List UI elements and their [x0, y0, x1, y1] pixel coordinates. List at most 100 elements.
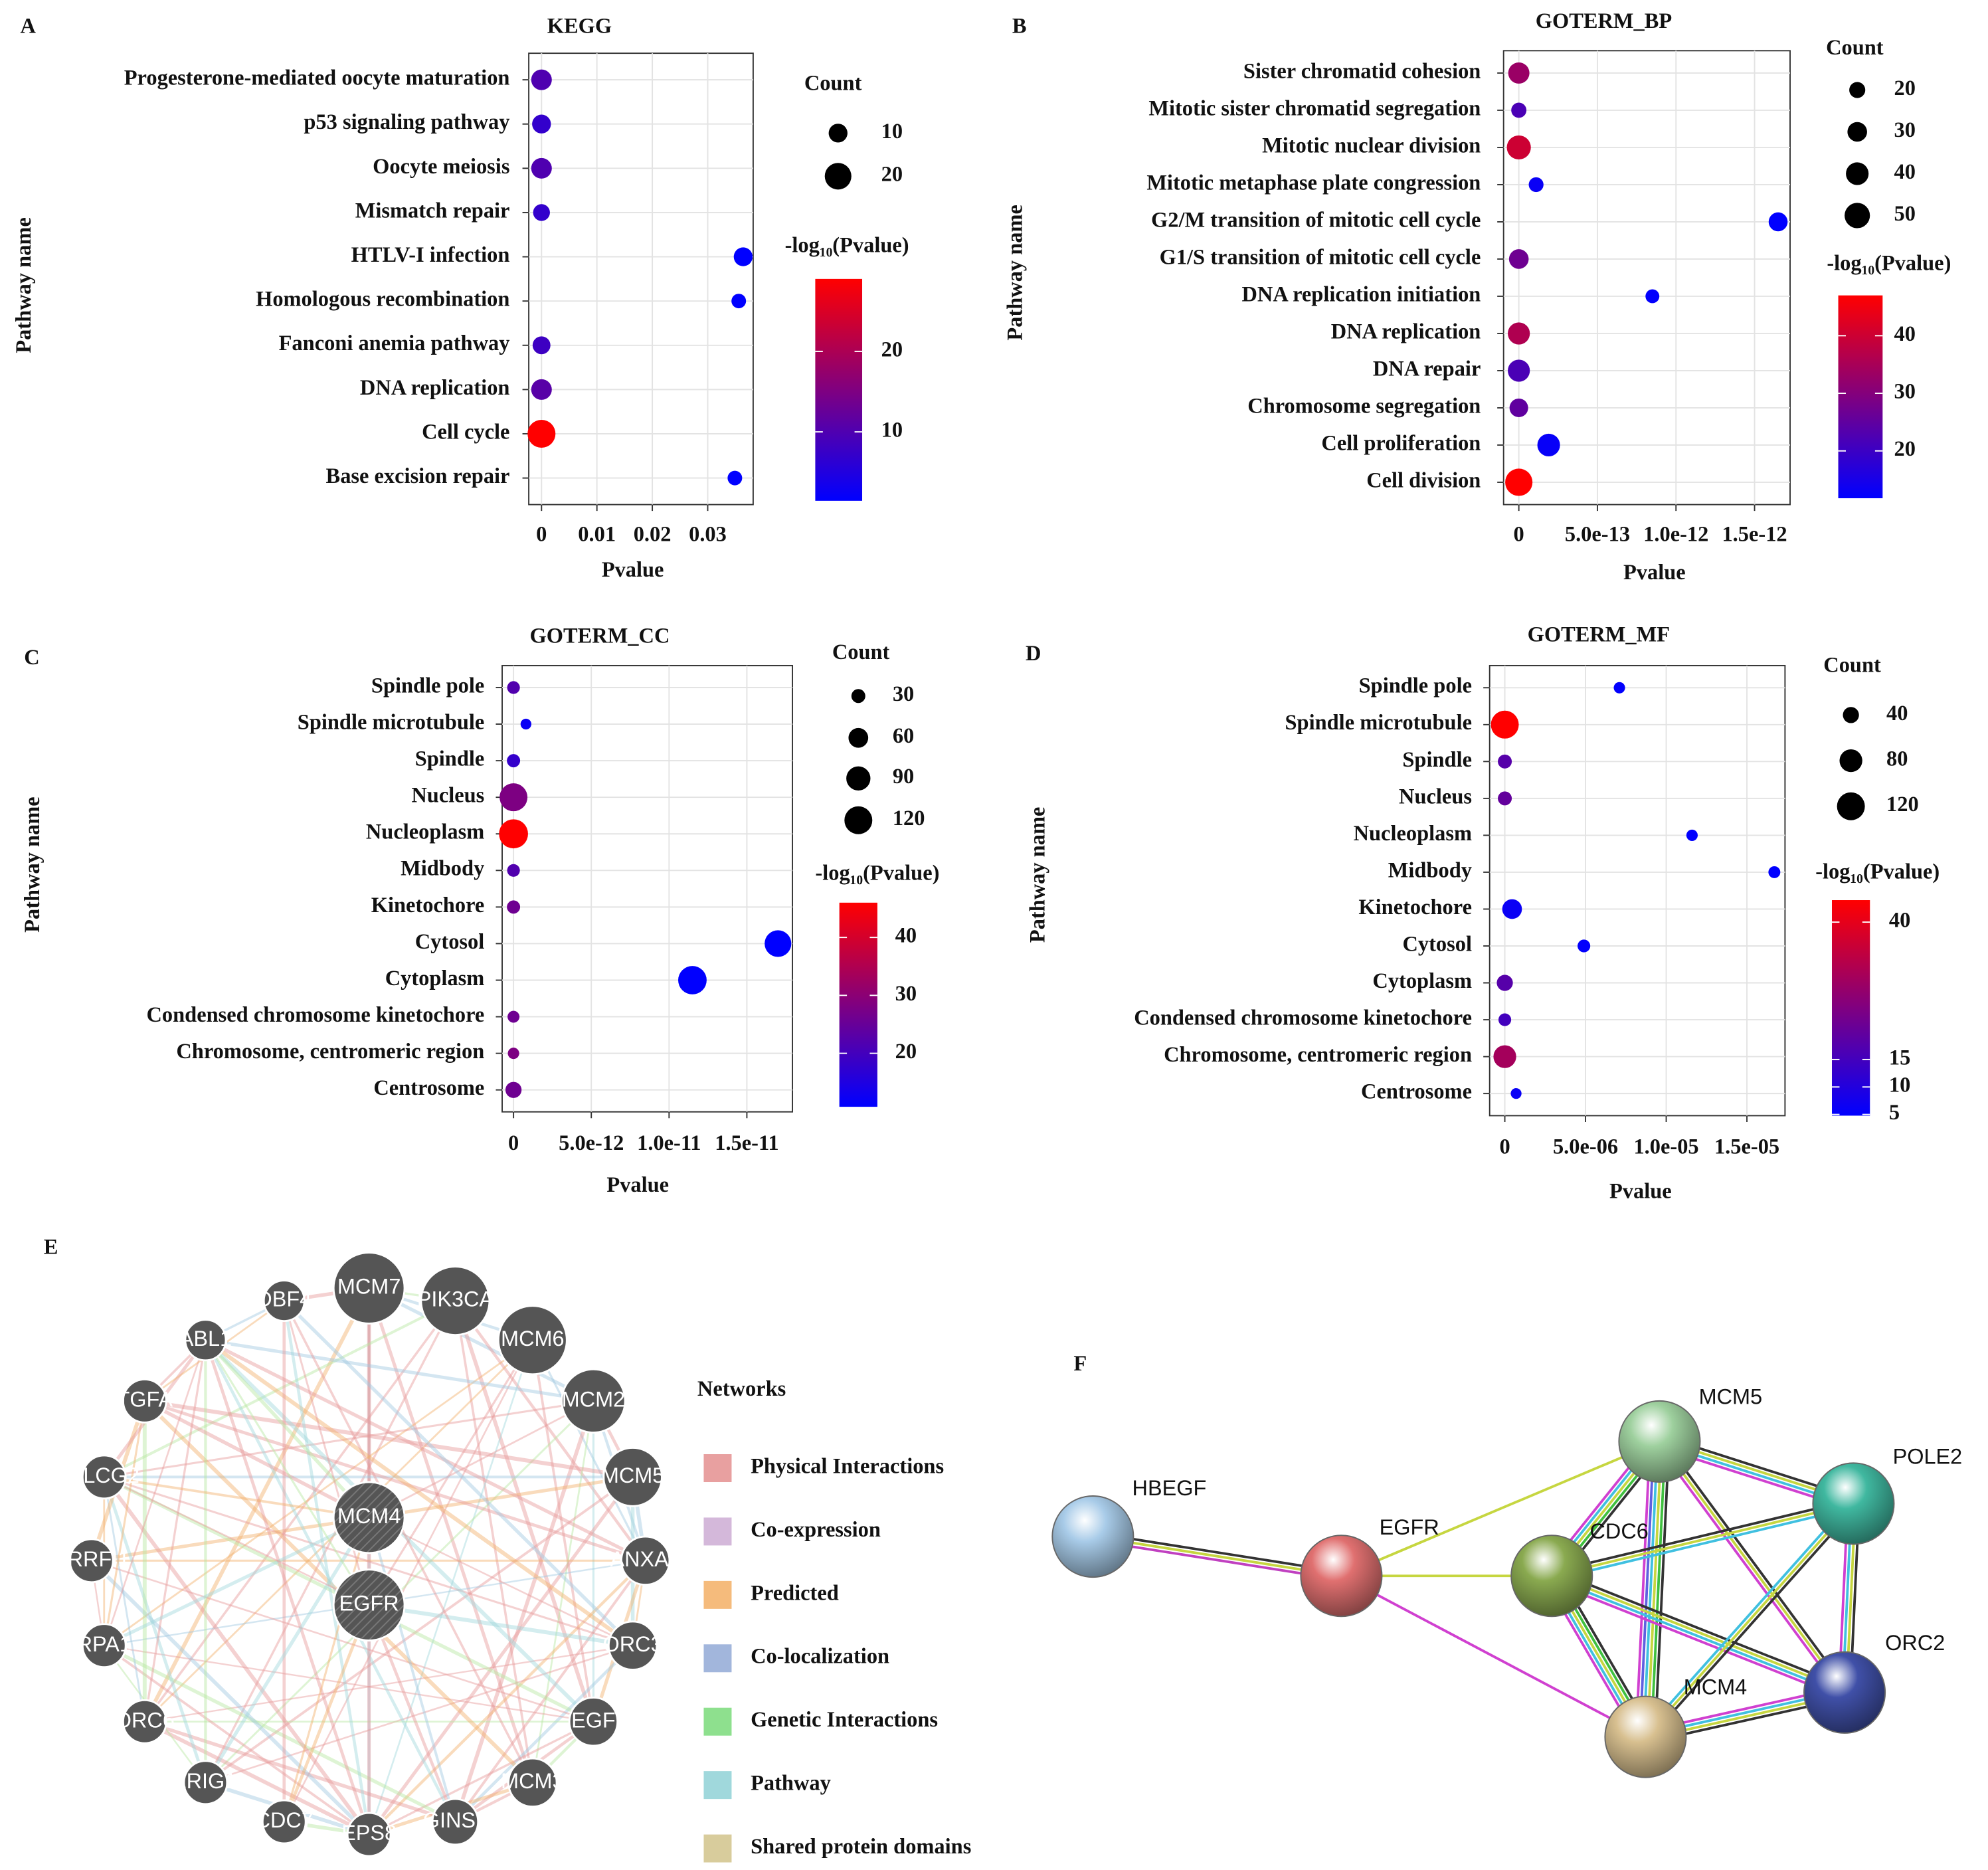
gene-node [332, 1252, 406, 1325]
gene-node [568, 1697, 619, 1747]
bubble [1645, 289, 1660, 304]
chart-title: GOTERM_MF [1528, 622, 1670, 646]
edge [144, 1645, 633, 1723]
bubble [678, 966, 707, 994]
gene-label: EGF [571, 1708, 616, 1732]
bubble [731, 294, 747, 309]
edge [1641, 1500, 1852, 1736]
legend-swatch [703, 1707, 732, 1736]
edge [103, 1339, 207, 1646]
bubble [531, 379, 552, 400]
colorbar-label: 40 [1889, 909, 1910, 933]
edge [368, 1286, 594, 1403]
y-tick-label: Sister chromatid cohesion [1243, 59, 1481, 83]
bubble [533, 204, 550, 221]
bubble [532, 336, 551, 355]
edge [103, 1644, 370, 1836]
gene-label: RPA1 [77, 1632, 132, 1656]
gene-node [68, 1538, 114, 1584]
bubble [1498, 1013, 1512, 1026]
y-tick-label: Cell cycle [422, 420, 509, 444]
gene-node [561, 1368, 626, 1434]
edge [144, 1399, 646, 1562]
colorbar-label: 20 [895, 1040, 917, 1064]
bubble [507, 754, 521, 768]
edge [368, 1721, 594, 1836]
x-tick-label: 0 [536, 523, 547, 547]
y-tick-label: Condensed chromosome kinetochore [1134, 1006, 1472, 1030]
edge [369, 1603, 634, 1648]
panel-label: A [21, 14, 37, 38]
plot-area [528, 52, 754, 506]
gene-label: CDC7 [255, 1808, 314, 1832]
edge [143, 1720, 370, 1837]
edge [1645, 1503, 1854, 1738]
y-tick-label: Kinetochore [1358, 895, 1472, 919]
bubble [1493, 1045, 1516, 1068]
size-legend-label: 120 [1886, 793, 1919, 816]
edge [454, 1300, 534, 1783]
edge [283, 1339, 533, 1823]
gene-node [122, 1378, 167, 1424]
y-tick-label: Chromosome segregation [1247, 394, 1481, 418]
edge [1658, 1440, 1846, 1693]
size-legend-label: 90 [893, 765, 914, 789]
bubble [505, 1081, 522, 1098]
bubble [1505, 468, 1533, 496]
size-legend-mark [846, 766, 871, 791]
edge [143, 1287, 371, 1723]
size-legend-mark [824, 163, 852, 190]
edge [1642, 1441, 1659, 1737]
y-tick-label: Spindle pole [1359, 674, 1472, 698]
y-tick-label: Midbody [401, 857, 484, 881]
panel-label: C [24, 646, 39, 670]
x-tick-label: 1.0e-11 [637, 1131, 701, 1155]
edge [104, 1475, 634, 1647]
bubble [1498, 754, 1512, 769]
y-tick-label: Cytoplasm [1372, 969, 1472, 993]
legend-swatch [703, 1454, 732, 1483]
panel-label: F [1073, 1352, 1087, 1376]
panel-label: B [1012, 14, 1027, 38]
edge [104, 1645, 594, 1723]
gene-node [183, 1760, 228, 1806]
size-legend-label: 50 [1894, 202, 1916, 226]
gene-node [420, 1265, 491, 1337]
bubble [1509, 398, 1528, 417]
edge [367, 1517, 457, 1823]
y-tick-label: Spindle [1402, 748, 1472, 772]
x-tick-label: 1.5e-11 [715, 1131, 778, 1155]
plot-area [501, 664, 794, 1113]
edge [103, 1400, 146, 1646]
edge [454, 1644, 634, 1823]
x-axis-label: Pvalue [606, 1173, 669, 1197]
x-tick-label: 0.02 [634, 523, 672, 547]
protein-node [1510, 1535, 1593, 1618]
gene-node [431, 1798, 480, 1846]
edge [205, 1339, 370, 1606]
y-tick-label: Cytosol [1402, 932, 1472, 956]
y-tick-label: DNA repair [1373, 357, 1481, 381]
protein-label: MCM5 [1699, 1385, 1763, 1409]
legend-swatch [703, 1834, 732, 1863]
gene-node [620, 1535, 671, 1586]
y-tick-label: Cell division [1366, 468, 1481, 492]
gene-node [607, 1620, 658, 1671]
edge [205, 1338, 646, 1562]
edge [368, 1400, 594, 1519]
bubble [507, 864, 520, 877]
x-axis-label: Pvalue [1609, 1179, 1672, 1203]
edge [1650, 1442, 1667, 1738]
y-tick-label: Condensed chromosome kinetochore [146, 1003, 484, 1027]
colorbar-label: 30 [1894, 380, 1916, 404]
x-axis-label: Pvalue [1623, 561, 1686, 585]
edge [1653, 1442, 1671, 1738]
edge [282, 1300, 371, 1835]
edge [1647, 1505, 1858, 1740]
edge [367, 1287, 535, 1784]
x-tick-label: 1.0e-12 [1643, 523, 1708, 547]
edge [143, 1399, 370, 1519]
size-legend-mark [1843, 707, 1859, 723]
protein-label: ORC2 [1885, 1631, 1945, 1655]
y-tick-label: Centrosome [373, 1076, 484, 1100]
